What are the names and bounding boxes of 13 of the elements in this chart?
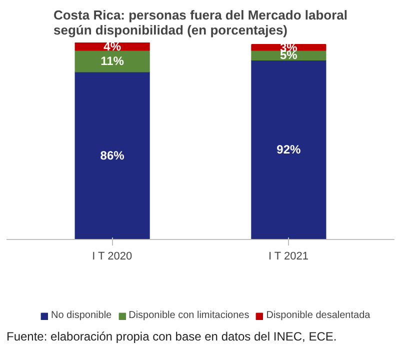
legend-label: Disponible desalentada: [266, 310, 370, 321]
data-label: 11%: [100, 54, 124, 68]
source-note: Fuente: elaboración propia con base en datos del INEC, ECE.: [6, 330, 337, 344]
bar: [74, 71, 150, 240]
x-tick-label: I T 2020: [92, 250, 132, 262]
legend-label: Disponible con limitaciones: [128, 310, 250, 321]
legend-label: No disponible: [51, 310, 112, 321]
data-label: 4%: [104, 39, 122, 54]
data-label: 86%: [100, 148, 125, 162]
x-tick-label: I T 2021: [268, 250, 308, 262]
bar: [251, 60, 326, 240]
data-label: 92%: [276, 142, 302, 157]
chart-title: Costa Rica: personas fuera del Mercado laboral según disponibilidad (en porcentajes): [53, 8, 348, 38]
